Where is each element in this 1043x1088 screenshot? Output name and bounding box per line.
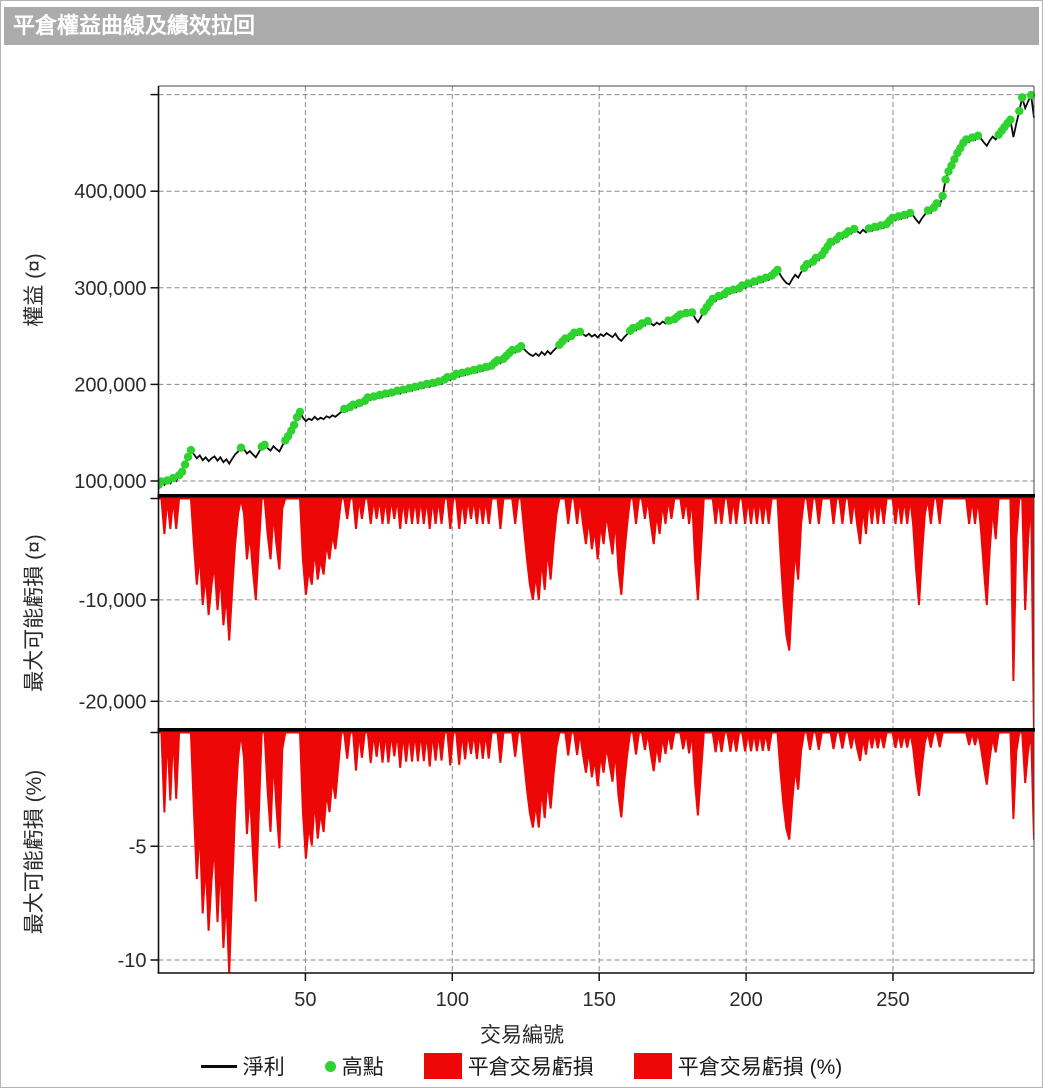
svg-text:100,000: 100,000 (74, 471, 146, 493)
y-axis-label-equity: 權益 (¤) (23, 253, 46, 327)
y-axis-label-drawdown-currency: 最大可能虧損 (¤) (23, 534, 46, 692)
legend-label-drawdown-pct: 平倉交易虧損 (%) (677, 1056, 843, 1079)
tick-labels: 400,000 300,000 200,000 100,000 -10,000 -20,0… (74, 181, 909, 1011)
y-axis-label-drawdown-percent: 最大可能虧損 (%) (23, 770, 46, 935)
title-bar: 平倉權益曲線及績效拉回 (4, 7, 1039, 45)
legend-label-high-point: 高點 (341, 1056, 384, 1079)
equity-performance-chart: 400,000 300,000 200,000 100,000 -10,000 -20,0… (23, 85, 1036, 1047)
legend-item-high-point: 高點 (324, 1051, 384, 1081)
legend-label-net-profit: 淨利 (242, 1056, 285, 1079)
gridlines (158, 86, 1034, 973)
svg-text:-10: -10 (118, 950, 147, 972)
svg-text:50: 50 (294, 989, 316, 1011)
svg-text:-20,000: -20,000 (79, 691, 147, 713)
svg-text:150: 150 (583, 989, 616, 1011)
svg-text:400,000: 400,000 (74, 181, 146, 203)
svg-text:-5: -5 (129, 836, 147, 858)
legend-label-drawdown: 平倉交易虧損 (467, 1056, 594, 1079)
svg-text:-10,000: -10,000 (79, 590, 147, 612)
drawdown-currency-panel (158, 497, 1034, 728)
legend-item-drawdown: 平倉交易虧損 (423, 1051, 594, 1081)
legend-item-drawdown-pct: 平倉交易虧損 (%) (633, 1051, 843, 1081)
svg-text:300,000: 300,000 (74, 278, 146, 300)
x-axis-label: 交易編號 (480, 1024, 564, 1047)
window-title: 平倉權益曲線及績效拉回 (13, 13, 256, 38)
legend-item-net-profit: 淨利 (200, 1051, 285, 1081)
svg-text:200: 200 (729, 989, 762, 1011)
drawdown-area-swatch-icon (423, 1053, 462, 1079)
equity-panel (158, 90, 1036, 490)
chart-legend: 淨利 高點 平倉交易虧損 平倉交易虧損 (%) (1, 1051, 1042, 1081)
axes-and-borders (150, 85, 1035, 981)
svg-text:100: 100 (436, 989, 469, 1011)
svg-text:250: 250 (876, 989, 909, 1011)
drawdown-pct-area-swatch-icon (633, 1053, 672, 1079)
high-point-dot-swatch-icon (324, 1060, 336, 1072)
drawdown-percent-panel (158, 729, 1034, 973)
svg-text:200,000: 200,000 (74, 374, 146, 396)
net-profit-line-swatch-icon (200, 1064, 237, 1068)
